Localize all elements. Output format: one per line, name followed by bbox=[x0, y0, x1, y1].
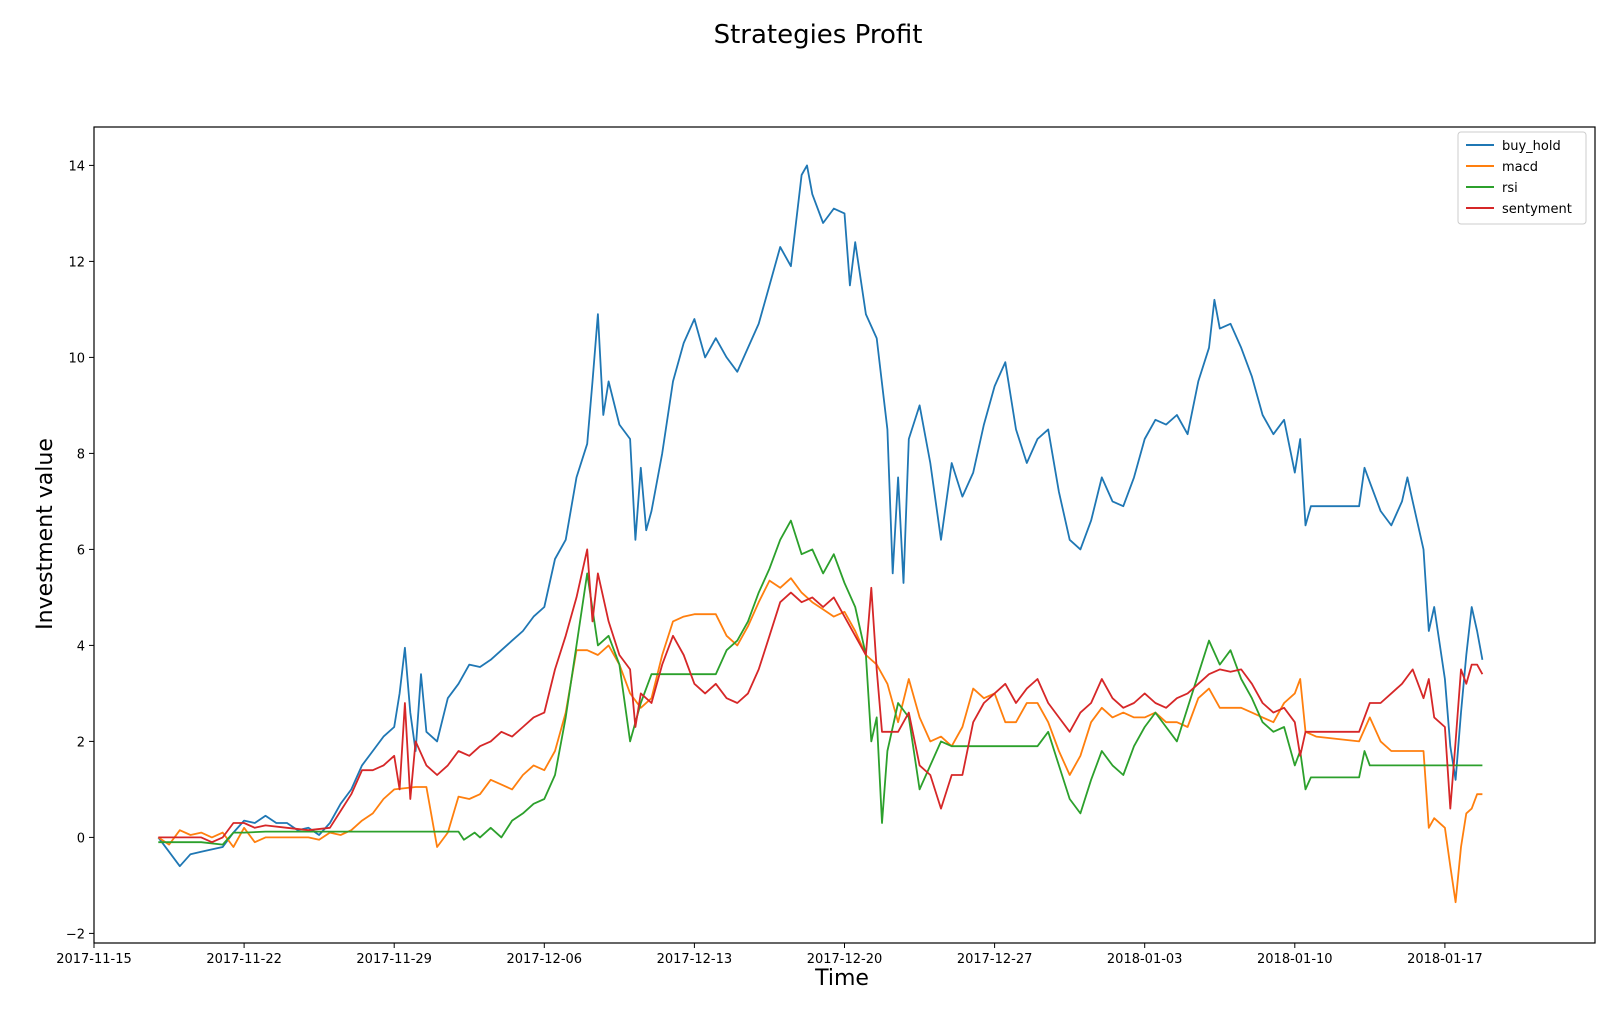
y-tick-label: 8 bbox=[77, 447, 85, 462]
y-axis: −2 0 2 4 6 8 10 12 14 bbox=[66, 159, 94, 942]
x-tick-label: 2018-01-03 bbox=[1107, 952, 1183, 967]
x-tick-label: 2018-01-10 bbox=[1257, 952, 1333, 967]
series-line-buy-hold bbox=[157, 164, 1484, 868]
x-tick-label: 2017-12-20 bbox=[807, 952, 883, 967]
chart-title: Strategies Profit bbox=[714, 20, 923, 50]
plot-frame bbox=[93, 126, 1596, 944]
x-tick-label: 2017-12-06 bbox=[507, 952, 583, 967]
series-line-rsi bbox=[158, 519, 1483, 846]
y-tick-label: 12 bbox=[68, 255, 85, 270]
plot-area: 2017-11-15 2017-11-22 2017-11-29 2017-12-06… bbox=[56, 126, 1596, 967]
x-tick-label: 2017-11-15 bbox=[56, 952, 132, 967]
y-tick-label: 2 bbox=[77, 735, 85, 750]
series-line-sentyment bbox=[158, 548, 1484, 844]
x-axis: 2017-11-15 2017-11-22 2017-11-29 2017-12-06… bbox=[56, 943, 1483, 967]
legend-label: sentyment bbox=[1502, 202, 1572, 217]
y-tick-label: 10 bbox=[68, 351, 85, 366]
x-tick-label: 2017-11-22 bbox=[206, 952, 282, 967]
legend-label: macd bbox=[1502, 160, 1538, 175]
legend-label: buy_hold bbox=[1502, 139, 1561, 154]
y-tick-label: 6 bbox=[77, 543, 85, 558]
legend-label: rsi bbox=[1502, 181, 1518, 196]
y-axis-label: Investment value bbox=[33, 438, 58, 630]
x-tick-label: 2018-01-17 bbox=[1407, 952, 1483, 967]
series-layer bbox=[157, 164, 1484, 904]
y-tick-label: 0 bbox=[77, 831, 85, 846]
series-line-macd bbox=[157, 577, 1483, 904]
x-axis-label: Time bbox=[814, 966, 869, 991]
x-tick-label: 2017-12-27 bbox=[957, 952, 1033, 967]
y-tick-label: −2 bbox=[66, 927, 85, 942]
x-tick-label: 2017-12-13 bbox=[657, 952, 733, 967]
y-tick-label: 14 bbox=[68, 159, 85, 174]
legend-box bbox=[1457, 131, 1587, 225]
x-tick-label: 2017-11-29 bbox=[356, 952, 432, 967]
y-tick-label: 4 bbox=[77, 639, 85, 654]
